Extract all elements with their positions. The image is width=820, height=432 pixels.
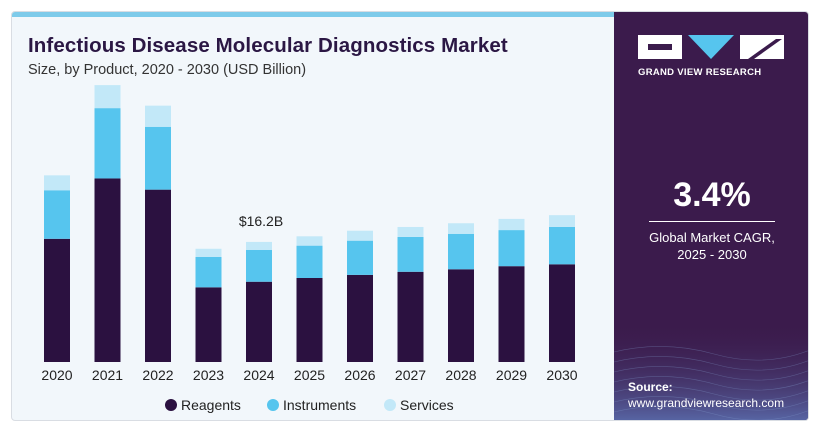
cagr-divider: [649, 221, 775, 222]
x-tick-label-2028: 2028: [445, 367, 476, 383]
bar-reagents-2020: [44, 238, 70, 362]
bar-instruments-2026: [347, 240, 373, 275]
bar-reagents-2025: [296, 278, 323, 362]
x-tick-label-2022: 2022: [142, 367, 173, 383]
x-tick-label-2029: 2029: [496, 367, 527, 383]
chart-title: Infectious Disease Molecular Diagnostics…: [28, 34, 508, 57]
cagr-value: 3.4%: [673, 176, 751, 214]
x-tick-label-2024: 2024: [243, 367, 274, 383]
chart-panel: Infectious Disease Molecular Diagnostics…: [12, 12, 614, 420]
bar-instruments-2024: [246, 250, 272, 282]
bar-services-2026: [347, 230, 373, 241]
source-label: Source:: [628, 380, 673, 394]
sidebar-panel: GRAND VIEW RESEARCH 3.4% Global Market C…: [614, 12, 808, 420]
bar-instruments-2029: [498, 230, 525, 267]
bar-instruments-2020: [44, 190, 70, 239]
bar-reagents-2028: [448, 269, 474, 362]
x-tick-label-2027: 2027: [395, 367, 426, 383]
infographic-card: Infectious Disease Molecular Diagnostics…: [11, 11, 809, 421]
legend-label-reagents: Reagents: [181, 397, 241, 413]
bar-reagents-2026: [347, 274, 373, 362]
bar-instruments-2025: [296, 245, 323, 278]
bar-instruments-2023: [195, 256, 222, 288]
bar-reagents-2027: [397, 271, 424, 362]
legend-marker-services: [384, 399, 396, 411]
bar-instruments-2027: [397, 236, 424, 272]
bar-services-2022: [145, 105, 171, 127]
stacked-bar-chart: 2020 2021 2022 2023 2024 $16.2B 2025 2026 2027 20…: [41, 85, 578, 413]
gvr-logo-icon: [638, 35, 784, 59]
chart-subtitle: Size, by Product, 2020 - 2030 (USD Billi…: [28, 62, 307, 78]
bar-reagents-2023: [195, 287, 222, 362]
bar-reagents-2030: [549, 264, 575, 362]
x-tick-label-2030: 2030: [546, 367, 577, 383]
bar-services-2028: [448, 223, 474, 234]
bar-instruments-2021: [94, 108, 121, 179]
bar-services-2024: [246, 241, 272, 250]
bar-services-2027: [397, 226, 424, 237]
x-tick-label-2021: 2021: [92, 367, 123, 383]
wave-pattern-decoration: [614, 322, 808, 420]
bar-instruments-2030: [549, 226, 575, 265]
bar-services-2025: [296, 236, 323, 246]
legend-label-services: Services: [400, 397, 454, 413]
bar-services-2030: [549, 215, 575, 227]
source-url[interactable]: www.grandviewresearch.com: [628, 396, 785, 410]
bar-reagents-2029: [498, 266, 525, 362]
bar-reagents-2024: [246, 281, 272, 362]
bar-reagents-2021: [94, 178, 121, 362]
x-tick-label-2025: 2025: [294, 367, 325, 383]
bar-reagents-2022: [145, 189, 171, 362]
cagr-label-line2: 2025 - 2030: [677, 247, 747, 262]
bar-services-2021: [94, 85, 121, 109]
brand-name: GRAND VIEW RESEARCH: [638, 67, 762, 78]
x-tick-label-2026: 2026: [344, 367, 375, 383]
bar-services-2020: [44, 175, 70, 191]
bar-services-2029: [498, 218, 525, 231]
bar-instruments-2028: [448, 233, 474, 270]
legend-label-instruments: Instruments: [283, 397, 356, 413]
x-tick-label-2020: 2020: [41, 367, 72, 383]
bar-instruments-2022: [145, 126, 171, 190]
data-label-annotation: $16.2B: [239, 213, 283, 229]
cagr-label-line1: Global Market CAGR,: [649, 230, 775, 245]
legend-marker-reagents: [165, 399, 177, 411]
legend-marker-instruments: [267, 399, 279, 411]
cagr-label: Global Market CAGR, 2025 - 2030: [614, 229, 808, 263]
bar-services-2023: [195, 248, 222, 257]
x-tick-label-2023: 2023: [193, 367, 224, 383]
top-accent-bar: [12, 12, 614, 17]
